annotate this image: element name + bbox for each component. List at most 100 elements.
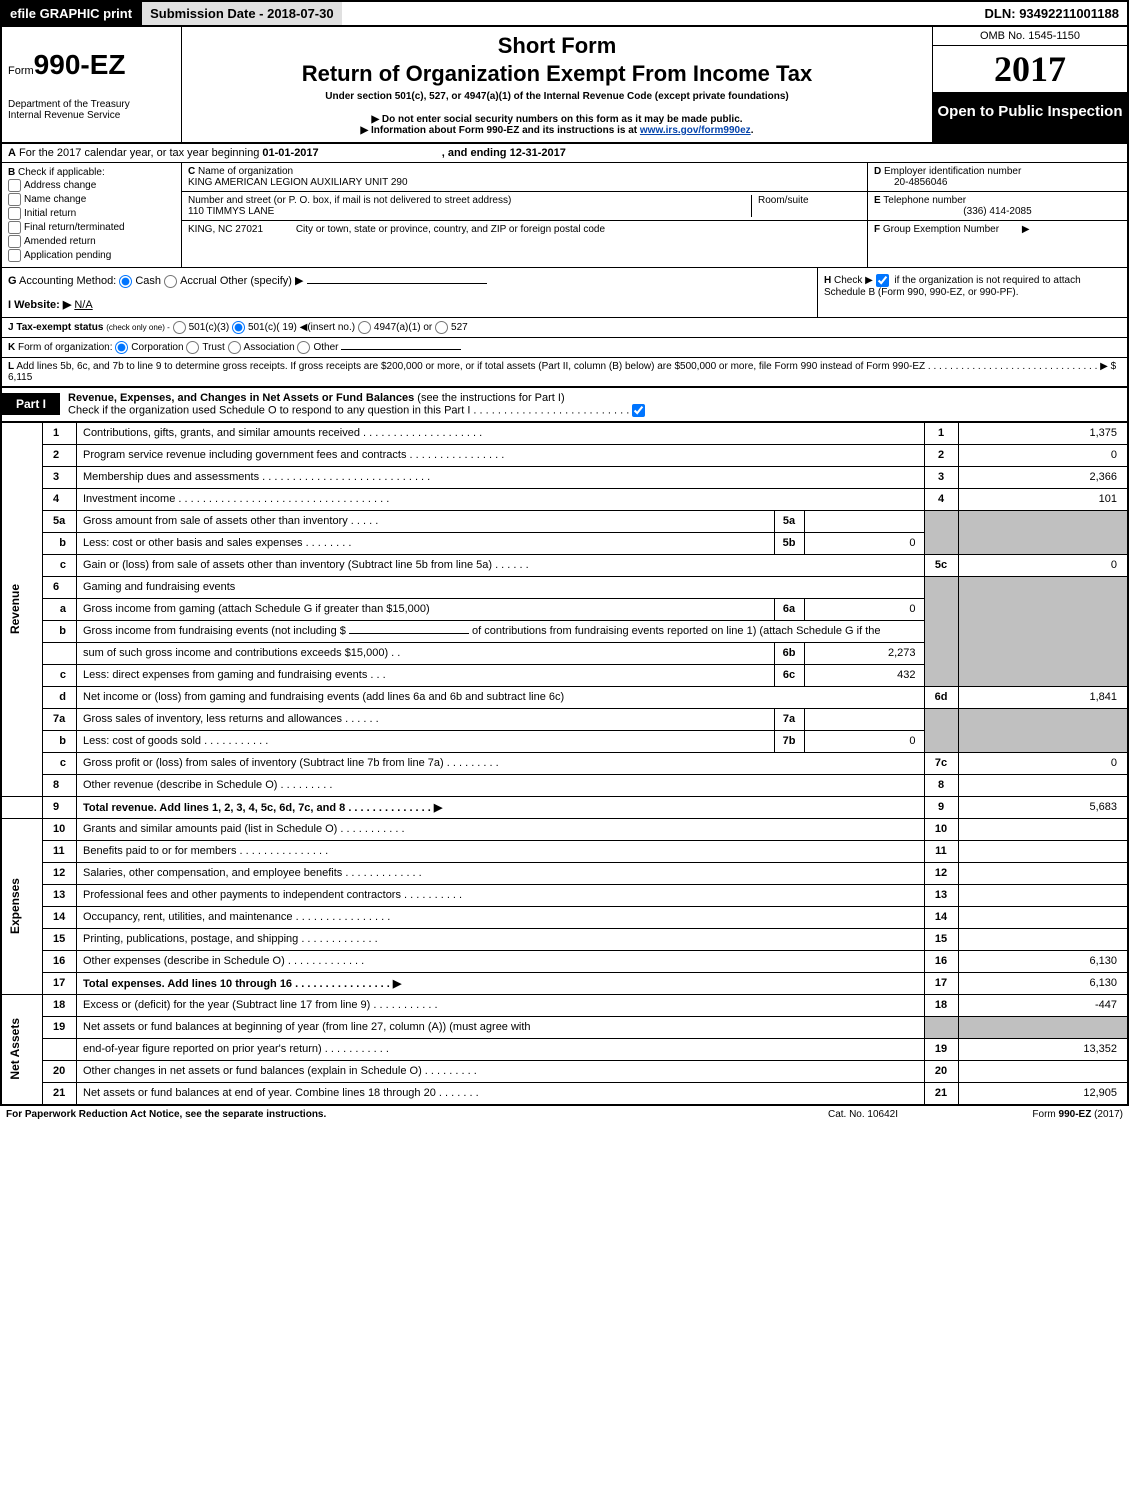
radio-501c3[interactable] bbox=[173, 321, 186, 334]
radio-assoc[interactable] bbox=[228, 341, 241, 354]
footer-left: For Paperwork Reduction Act Notice, see … bbox=[6, 1109, 763, 1120]
label-b: B bbox=[8, 167, 15, 178]
num bbox=[43, 642, 77, 664]
num: 4 bbox=[43, 488, 77, 510]
column-def: D Employer identification number 20-4856… bbox=[867, 163, 1127, 267]
chk-address-change[interactable]: Address change bbox=[8, 179, 175, 192]
k-other-line[interactable] bbox=[341, 349, 461, 350]
radio-501c[interactable] bbox=[232, 321, 245, 334]
row-16: 16Other expenses (describe in Schedule O… bbox=[1, 950, 1128, 972]
j-sub: (check only one) - bbox=[106, 323, 170, 332]
efile-print-button[interactable]: efile GRAPHIC print bbox=[2, 2, 140, 25]
inbox: 5b bbox=[774, 532, 804, 554]
row-12: 12Salaries, other compensation, and empl… bbox=[1, 862, 1128, 884]
a-text-mid: , and ending bbox=[442, 147, 510, 159]
box: 11 bbox=[924, 840, 958, 862]
chk-final-return[interactable]: Final return/terminated bbox=[8, 221, 175, 234]
chk-schedule-o[interactable] bbox=[632, 404, 645, 417]
box: 15 bbox=[924, 928, 958, 950]
desc: Contributions, gifts, grants, and simila… bbox=[77, 422, 925, 444]
6b-blank[interactable] bbox=[349, 633, 469, 634]
num: 2 bbox=[43, 444, 77, 466]
val: 13,352 bbox=[958, 1038, 1128, 1060]
row-18: Net Assets 18Excess or (deficit) for the… bbox=[1, 994, 1128, 1016]
desc: Investment income . . . . . . . . . . . … bbox=[77, 488, 925, 510]
desc: Net assets or fund balances at end of ye… bbox=[77, 1082, 925, 1104]
val bbox=[958, 818, 1128, 840]
box: 20 bbox=[924, 1060, 958, 1082]
val: 0 bbox=[958, 444, 1128, 466]
g-other-input[interactable] bbox=[307, 283, 487, 284]
inval: 0 bbox=[804, 730, 924, 752]
footer-center: Cat. No. 10642I bbox=[763, 1109, 963, 1120]
i-value: N/A bbox=[74, 299, 92, 311]
form-title: Return of Organization Exempt From Incom… bbox=[188, 61, 926, 87]
department-lines: Department of the Treasury Internal Reve… bbox=[8, 99, 175, 121]
section-e: E Telephone number (336) 414-2085 bbox=[868, 192, 1127, 221]
radio-4947[interactable] bbox=[358, 321, 371, 334]
desc: Grants and similar amounts paid (list in… bbox=[77, 818, 925, 840]
arrow2-post: . bbox=[751, 125, 754, 136]
num: 13 bbox=[43, 884, 77, 906]
radio-527[interactable] bbox=[435, 321, 448, 334]
row-6: 6 Gaming and fundraising events bbox=[1, 576, 1128, 598]
side-netassets-label: Net Assets bbox=[8, 1018, 22, 1080]
val bbox=[958, 928, 1128, 950]
label-a: A bbox=[8, 147, 16, 159]
form-header: Form990-EZ Department of the Treasury In… bbox=[0, 27, 1129, 144]
val bbox=[958, 862, 1128, 884]
box: 2 bbox=[924, 444, 958, 466]
num: b bbox=[43, 730, 77, 752]
box: 8 bbox=[924, 774, 958, 796]
num: 12 bbox=[43, 862, 77, 884]
num: 1 bbox=[43, 422, 77, 444]
short-form-title: Short Form bbox=[188, 33, 926, 59]
box: 21 bbox=[924, 1082, 958, 1104]
grey-val bbox=[958, 510, 1128, 554]
radio-trust[interactable] bbox=[186, 341, 199, 354]
grey-box bbox=[924, 510, 958, 554]
val: 0 bbox=[958, 752, 1128, 774]
label-h: H bbox=[824, 275, 831, 286]
row-5c: c Gain or (loss) from sale of assets oth… bbox=[1, 554, 1128, 576]
inbox: 6b bbox=[774, 642, 804, 664]
f-title: Group Exemption Number bbox=[883, 224, 999, 235]
val bbox=[958, 884, 1128, 906]
desc: Other revenue (describe in Schedule O) .… bbox=[77, 774, 925, 796]
c-street-row: Number and street (or P. O. box, if mail… bbox=[182, 192, 867, 221]
c-name-value: KING AMERICAN LEGION AUXILIARY UNIT 290 bbox=[188, 177, 408, 188]
chk-label: Application pending bbox=[24, 250, 111, 261]
chk-h[interactable] bbox=[876, 274, 889, 287]
chk-application-pending[interactable]: Application pending bbox=[8, 249, 175, 262]
desc: Printing, publications, postage, and shi… bbox=[77, 928, 925, 950]
chk-amended-return[interactable]: Amended return bbox=[8, 235, 175, 248]
chk-label: Initial return bbox=[24, 208, 76, 219]
desc: Program service revenue including govern… bbox=[77, 444, 925, 466]
d-value: 20-4856046 bbox=[894, 177, 947, 188]
form-number: Form990-EZ bbox=[8, 49, 175, 81]
desc: end-of-year figure reported on prior yea… bbox=[77, 1038, 925, 1060]
f-arrow: ▶ bbox=[1022, 224, 1030, 235]
row-13: 13Professional fees and other payments t… bbox=[1, 884, 1128, 906]
form-number-bold: 990-EZ bbox=[34, 49, 126, 80]
radio-corp[interactable] bbox=[115, 341, 128, 354]
radio-cash[interactable] bbox=[119, 275, 132, 288]
val bbox=[958, 840, 1128, 862]
box: 3 bbox=[924, 466, 958, 488]
radio-other[interactable] bbox=[297, 341, 310, 354]
inbox: 7a bbox=[774, 708, 804, 730]
side-revenue: Revenue bbox=[1, 422, 43, 796]
box: 9 bbox=[924, 796, 958, 818]
chk-name-change[interactable]: Name change bbox=[8, 193, 175, 206]
desc: Gross sales of inventory, less returns a… bbox=[77, 708, 775, 730]
num: 19 bbox=[43, 1016, 77, 1038]
radio-accrual[interactable] bbox=[164, 275, 177, 288]
chk-initial-return[interactable]: Initial return bbox=[8, 207, 175, 220]
box: 1 bbox=[924, 422, 958, 444]
d-title: Employer identification number bbox=[884, 166, 1021, 177]
desc: Net assets or fund balances at beginning… bbox=[77, 1016, 925, 1038]
num: 8 bbox=[43, 774, 77, 796]
irs-link[interactable]: www.irs.gov/form990ez bbox=[640, 125, 751, 136]
a-end-date: 12-31-2017 bbox=[510, 147, 566, 159]
side-expenses: Expenses bbox=[1, 818, 43, 994]
